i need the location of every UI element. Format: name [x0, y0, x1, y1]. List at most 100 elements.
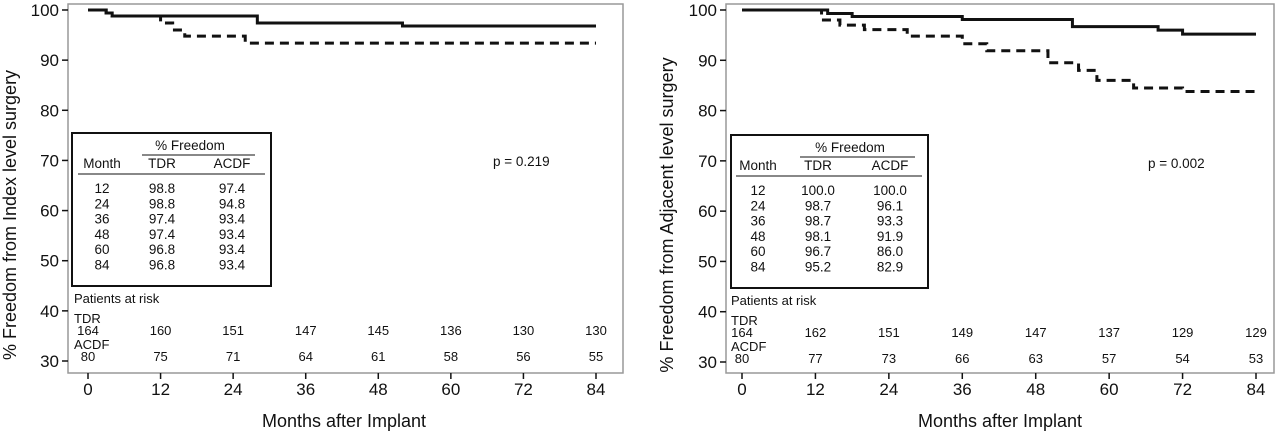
x-tick-label: 0 [83, 380, 92, 399]
plot-area-frame [67, 3, 624, 374]
at-risk-value-tdr: 145 [367, 323, 389, 338]
y-tick-label: 60 [40, 202, 59, 221]
at-risk-label-acdf: ACDF [731, 339, 766, 354]
freedom-table-cell: 48 [750, 229, 765, 244]
freedom-table-header-tdr: TDR [148, 156, 176, 171]
x-tick-label: 48 [1026, 380, 1045, 399]
freedom-table: % Freedom Month TDR ACDF 12 98.8 97.424 98.… [71, 132, 272, 287]
freedom-table-cell: 98.8 [149, 181, 175, 196]
y-axis-ticks: 30 40 50 60 70 80 90 100 [689, 1, 726, 372]
x-tick-label: 84 [587, 380, 606, 399]
plot-area-frame [725, 3, 1275, 374]
freedom-table-header-month: Month [739, 158, 777, 173]
freedom-table-cell: 36 [750, 214, 765, 229]
at-risk-value-acdf: 71 [226, 349, 240, 364]
y-tick-label: 30 [698, 353, 717, 372]
freedom-table-cell: 97.4 [149, 227, 176, 242]
x-tick-label: 72 [514, 380, 533, 399]
at-risk-value-acdf: 55 [589, 349, 603, 364]
freedom-table-cell: 98.7 [805, 198, 831, 213]
freedom-table-cell: 93.4 [219, 227, 246, 242]
at-risk-value-tdr: 130 [585, 323, 607, 338]
chart-panel-adjacent-level: % Freedom from Adjacent level surgery Mo… [657, 1, 1275, 431]
freedom-table-cell: 93.4 [219, 242, 246, 257]
y-tick-label: 70 [40, 151, 59, 170]
at-risk-value-acdf: 56 [516, 349, 530, 364]
at-risk-value-acdf: 77 [808, 351, 822, 366]
series-line-acdf [88, 8, 596, 45]
freedom-table-box [71, 132, 272, 287]
x-tick-label: 0 [737, 380, 746, 399]
x-tick-label: 12 [806, 380, 825, 399]
freedom-table-cell: 94.8 [219, 196, 245, 211]
freedom-table-cell: 96.1 [877, 198, 903, 213]
at-risk-label-tdr: TDR [74, 311, 101, 326]
freedom-table-cell: 96.7 [805, 244, 831, 259]
freedom-table-rows: 12 98.8 97.424 98.8 94.836 97.4 93.448 97.4 93.4… [94, 181, 245, 273]
freedom-table-cell: 60 [94, 242, 109, 257]
at-risk-value-tdr: 151 [878, 325, 900, 340]
x-tick-label: 24 [224, 380, 243, 399]
freedom-table-header-tdr: TDR [804, 158, 832, 173]
freedom-table-cell: 84 [94, 258, 110, 273]
freedom-table-cell: 96.8 [149, 258, 175, 273]
freedom-table-rows: 12 100.0 100.0 24 98.7 96.1 36 98.7 93.3 48 98.1 91… [750, 183, 906, 275]
y-tick-label: 50 [698, 252, 717, 271]
at-risk-value-acdf: 58 [444, 349, 458, 364]
freedom-table-title: % Freedom [155, 138, 225, 153]
y-tick-label: 50 [40, 252, 59, 271]
x-tick-label: 84 [1247, 380, 1266, 399]
at-risk-value-tdr: 149 [951, 325, 973, 340]
x-tick-label: 24 [879, 380, 898, 399]
x-tick-label: 72 [1173, 380, 1192, 399]
at-risk-value-acdf: 80 [735, 351, 749, 366]
at-risk-value-tdr: 164 [77, 323, 99, 338]
at-risk-values: 164 160 151 147 145 136 130 130 80 75 71 64 61 58 56 55 [77, 323, 607, 364]
freedom-table-cell: 91.9 [877, 229, 903, 244]
y-tick-label: 100 [31, 1, 59, 20]
y-axis-label: % Freedom from Adjacent level surgery [657, 57, 677, 372]
freedom-table-cell: 84 [750, 260, 766, 275]
freedom-table-cell: 48 [94, 227, 109, 242]
at-risk-value-tdr: 129 [1172, 325, 1194, 340]
y-axis-ticks: 30 40 50 60 70 80 90 100 [31, 1, 68, 371]
y-tick-label: 40 [40, 302, 59, 321]
freedom-table-cell: 60 [750, 244, 765, 259]
y-tick-label: 40 [698, 303, 717, 322]
x-axis-ticks: 0 12 24 36 48 60 72 84 [83, 373, 605, 399]
freedom-table-cell: 98.1 [805, 229, 831, 244]
at-risk-value-acdf: 53 [1249, 351, 1263, 366]
freedom-table-header-month: Month [83, 156, 121, 171]
freedom-table-cell: 93.4 [219, 258, 246, 273]
p-value: p = 0.002 [1148, 156, 1205, 171]
freedom-table-title: % Freedom [815, 140, 885, 155]
series-line-tdr [742, 8, 1256, 36]
at-risk-value-tdr: 160 [150, 323, 172, 338]
x-tick-label: 60 [1100, 380, 1119, 399]
y-tick-label: 80 [698, 102, 717, 121]
freedom-table-cell: 100.0 [801, 183, 835, 198]
freedom-table-header-acdf: ACDF [872, 158, 909, 173]
y-axis-label: % Freedom from Index level surgery [0, 70, 20, 360]
at-risk-value-acdf: 63 [1028, 351, 1042, 366]
at-risk-value-tdr: 151 [222, 323, 244, 338]
freedom-table-cell: 96.8 [149, 242, 175, 257]
freedom-table-cell: 12 [94, 181, 109, 196]
survival-curves [88, 8, 596, 45]
chart-panel-index-level: % Freedom from Index level surgery Month… [0, 1, 624, 431]
at-risk-value-tdr: 130 [513, 323, 535, 338]
x-axis-ticks: 0 12 24 36 48 60 72 84 [737, 373, 1265, 399]
freedom-table-cell: 93.4 [219, 212, 246, 227]
at-risk-label-acdf: ACDF [74, 337, 109, 352]
freedom-table: % Freedom Month TDR ACDF 12 100.0 100.0 24 9… [730, 134, 929, 289]
at-risk-value-acdf: 64 [298, 349, 312, 364]
x-tick-label: 36 [953, 380, 972, 399]
at-risk-value-tdr: 147 [1025, 325, 1047, 340]
freedom-table-cell: 95.2 [805, 260, 831, 275]
freedom-table-cell: 97.4 [149, 212, 176, 227]
series-line-acdf [742, 8, 1258, 96]
at-risk-value-acdf: 57 [1102, 351, 1116, 366]
x-tick-label: 60 [441, 380, 460, 399]
series-line-tdr [88, 8, 596, 28]
